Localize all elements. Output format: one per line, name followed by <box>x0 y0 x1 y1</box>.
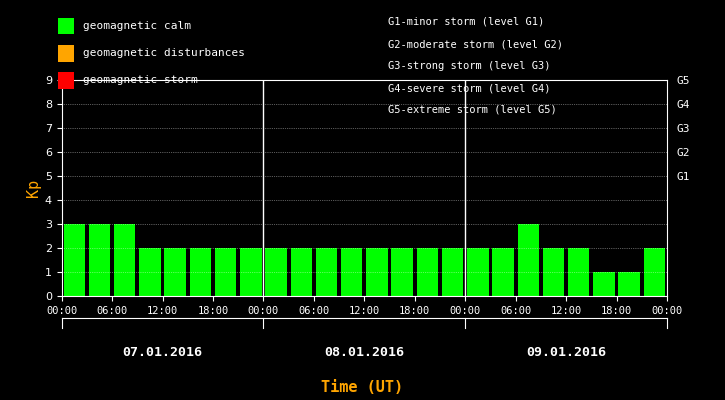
Bar <box>291 248 312 296</box>
Bar <box>165 248 186 296</box>
Bar <box>417 248 438 296</box>
Text: G1-minor storm (level G1): G1-minor storm (level G1) <box>388 17 544 27</box>
Bar <box>88 224 110 296</box>
Bar <box>467 248 489 296</box>
Bar <box>442 248 463 296</box>
Text: 08.01.2016: 08.01.2016 <box>324 346 405 359</box>
Text: G3-strong storm (level G3): G3-strong storm (level G3) <box>388 61 550 71</box>
Bar <box>644 248 665 296</box>
Text: G4-severe storm (level G4): G4-severe storm (level G4) <box>388 83 550 93</box>
Text: Time (UT): Time (UT) <box>321 380 404 396</box>
Bar <box>366 248 388 296</box>
Text: geomagnetic disturbances: geomagnetic disturbances <box>83 48 245 58</box>
Bar <box>543 248 564 296</box>
Bar <box>593 272 615 296</box>
Bar <box>618 272 640 296</box>
Text: 07.01.2016: 07.01.2016 <box>123 346 202 359</box>
Bar <box>568 248 589 296</box>
Bar <box>190 248 211 296</box>
Bar <box>492 248 514 296</box>
Bar <box>64 224 85 296</box>
Bar <box>518 224 539 296</box>
Text: G2-moderate storm (level G2): G2-moderate storm (level G2) <box>388 39 563 49</box>
Y-axis label: Kp: Kp <box>25 179 41 197</box>
Bar <box>265 248 287 296</box>
Text: geomagnetic calm: geomagnetic calm <box>83 21 191 31</box>
Bar <box>392 248 413 296</box>
Bar <box>316 248 337 296</box>
Bar <box>215 248 236 296</box>
Bar <box>114 224 136 296</box>
Text: geomagnetic storm: geomagnetic storm <box>83 75 198 85</box>
Text: 09.01.2016: 09.01.2016 <box>526 346 606 359</box>
Bar <box>139 248 161 296</box>
Bar <box>240 248 262 296</box>
Bar <box>341 248 362 296</box>
Text: G5-extreme storm (level G5): G5-extreme storm (level G5) <box>388 105 557 115</box>
